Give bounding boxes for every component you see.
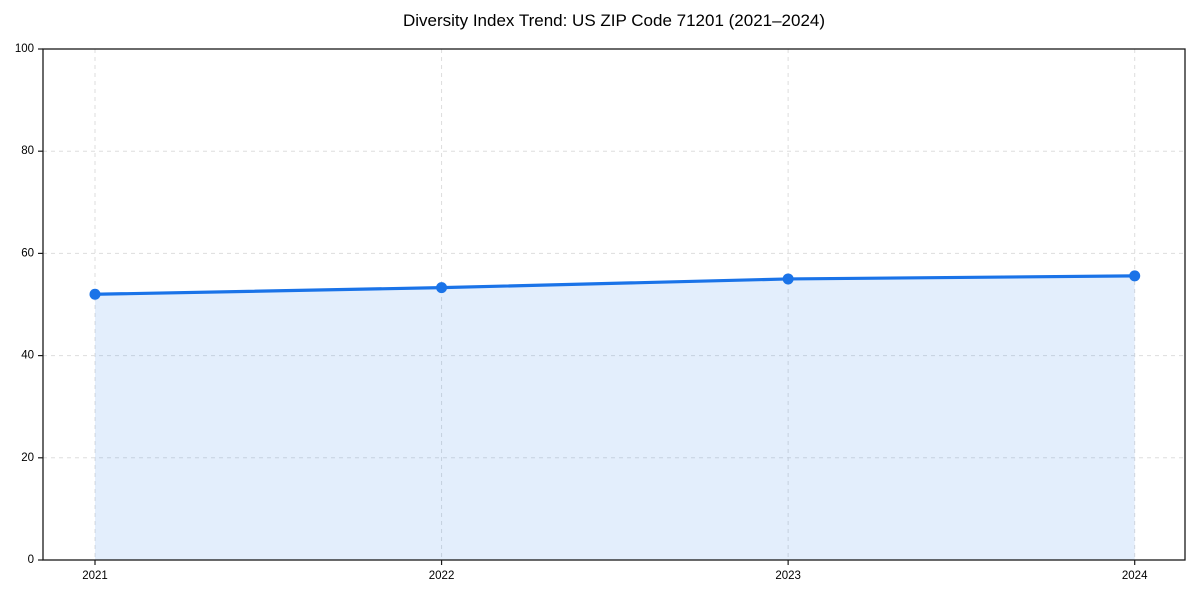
y-tick-label: 60 (21, 247, 34, 259)
plot-border (42, 48, 1186, 561)
data-point-2023 (782, 273, 794, 285)
y-tick-label: 80 (21, 145, 34, 157)
data-point-2024 (1129, 270, 1141, 282)
chart-title: Diversity Index Trend: US ZIP Code 71201… (402, 11, 826, 30)
x-tick-label: 2024 (1122, 570, 1148, 582)
x-tick-label: 2022 (429, 570, 455, 582)
y-tick-label: 40 (21, 350, 34, 362)
x-tick-label: 2021 (82, 570, 108, 582)
data-point-2022 (436, 282, 448, 294)
x-tick-label: 2023 (775, 570, 801, 582)
trend-line (93, 274, 1137, 296)
y-tick-label: 0 (28, 554, 34, 566)
data-point-2021 (89, 288, 101, 300)
y-tick-label: 20 (21, 452, 34, 464)
area-fill (95, 275, 1135, 560)
y-tick-label: 100 (15, 43, 34, 55)
